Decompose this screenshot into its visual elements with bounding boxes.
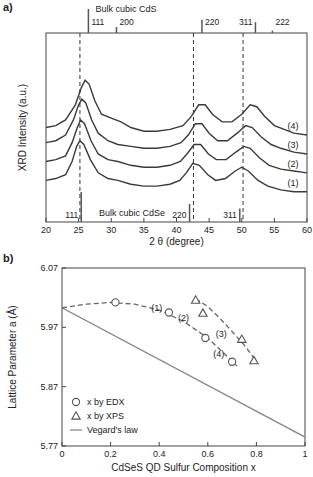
legend-line (70, 429, 82, 430)
circle-marker (165, 309, 172, 316)
reference-peak (189, 204, 191, 222)
circle-marker (229, 358, 236, 365)
figure: a) 20 25 30 35 40 45 50 55 60 2 θ (degree) XRD Inte… (0, 0, 313, 477)
curve-label: (1) (288, 178, 299, 188)
reference-dashed-line (79, 33, 80, 222)
y-tick-label: 5.97 (40, 322, 58, 332)
x-tick (305, 442, 306, 446)
x-tick (62, 442, 63, 446)
y-axis-label: XRD Intensity (a.u.) (17, 84, 28, 171)
xrd-curve (46, 99, 307, 154)
legend-marker (72, 398, 79, 405)
panel-label: a) (3, 1, 13, 13)
y-tick (62, 446, 66, 447)
reference-peak-label: 311 (223, 210, 237, 220)
x-tick-label: 25 (74, 225, 84, 235)
legend: x by EDX x by XPS Vegard's law (70, 397, 138, 435)
y-tick-label: 6.07 (40, 263, 58, 273)
reference-peak-label: 220 (205, 17, 219, 27)
panel-a: a) 20 25 30 35 40 45 50 55 60 2 θ (degree) XRD Inte… (3, 1, 312, 247)
legend-label: x by XPS (87, 411, 124, 421)
circle-marker (112, 299, 119, 306)
fit-curve (196, 299, 257, 361)
reference-peak-label: 311 (239, 17, 253, 27)
reference-peak (88, 9, 90, 33)
reference-peak-label: 111 (91, 17, 104, 27)
triangle-marker (191, 296, 199, 303)
x-tick (256, 442, 257, 446)
reference-name: Bulk cubic CdS (95, 4, 156, 14)
y-tick (62, 268, 66, 269)
sample-annotation: (3) (216, 329, 227, 339)
x-tick (46, 218, 47, 222)
triangle-marker (238, 335, 246, 342)
plot-area (46, 33, 307, 222)
triangle-marker (199, 309, 207, 316)
x-tick (207, 442, 208, 446)
x-tick (209, 218, 210, 222)
reference-peak-label: 111 (65, 210, 78, 220)
x-tick-label: 35 (139, 225, 149, 235)
y-tick (62, 327, 66, 328)
x-tick (110, 442, 111, 446)
curve-label: (3) (288, 140, 299, 150)
x-tick-label: 0 (59, 449, 64, 459)
sample-annotation: (1) (151, 303, 162, 313)
x-tick (78, 218, 79, 222)
panel-b: b) 0 0.2 0.4 0.6 0.8 1 5.77 5.87 5.97 6.07 CdSeS QD… (3, 252, 308, 473)
reference-peak (255, 22, 257, 33)
x-tick-label: 0.8 (250, 449, 263, 459)
y-axis-label: Lattice Parameter a (Å) (6, 305, 18, 408)
x-tick-label: 55 (269, 225, 279, 235)
x-tick-label: 0.2 (104, 449, 117, 459)
curve-label: (4) (288, 121, 299, 131)
curve-label: (2) (288, 159, 299, 169)
legend-marker (72, 412, 80, 419)
circle-marker (202, 334, 209, 341)
y-tick-label: 5.77 (40, 441, 58, 451)
x-tick-label: 45 (204, 225, 214, 235)
x-tick (241, 218, 242, 222)
legend-label: x by EDX (87, 397, 125, 407)
x-tick (307, 218, 308, 222)
reference-peak-label: 220 (172, 210, 186, 220)
panel-label: b) (3, 252, 14, 264)
vegard-line (62, 308, 305, 437)
reference-peak (80, 192, 82, 222)
x-axis-label: 2 θ (degree) (149, 236, 203, 247)
legend-label: Vegard's law (87, 425, 138, 435)
x-tick (274, 218, 275, 222)
y-tick (62, 386, 66, 387)
reference-peak (116, 27, 118, 33)
x-tick-label: 50 (237, 225, 247, 235)
reference-peak-label: 222 (275, 17, 289, 27)
x-tick-label: 20 (41, 225, 51, 235)
triangle-marker (250, 356, 258, 363)
reference-peak (272, 31, 274, 33)
sample-annotation: (2) (178, 313, 189, 323)
x-tick (159, 442, 160, 446)
reference-peak (201, 20, 203, 33)
x-tick-label: 40 (171, 225, 181, 235)
sample-annotation: (4) (213, 349, 224, 359)
x-tick (143, 218, 144, 222)
x-tick-label: 0.6 (202, 449, 215, 459)
fit-curve (62, 302, 237, 365)
plot-frame (46, 33, 307, 222)
plot-area (62, 296, 305, 437)
reference-peak-label: 200 (119, 17, 133, 27)
x-axis-label: CdSeS QD Sulfur Composition x (111, 462, 256, 473)
reference-name: Bulk cubic CdSe (99, 208, 165, 218)
xrd-curve (46, 80, 307, 135)
x-tick-label: 1 (302, 449, 307, 459)
x-tick-label: 60 (302, 225, 312, 235)
x-tick-label: 0.4 (153, 449, 166, 459)
x-tick (111, 218, 112, 222)
reference-peak (239, 209, 241, 223)
plot-frame (62, 268, 305, 446)
xrd-curve (46, 141, 307, 192)
y-tick-label: 5.87 (40, 382, 58, 392)
x-tick-label: 30 (106, 225, 116, 235)
